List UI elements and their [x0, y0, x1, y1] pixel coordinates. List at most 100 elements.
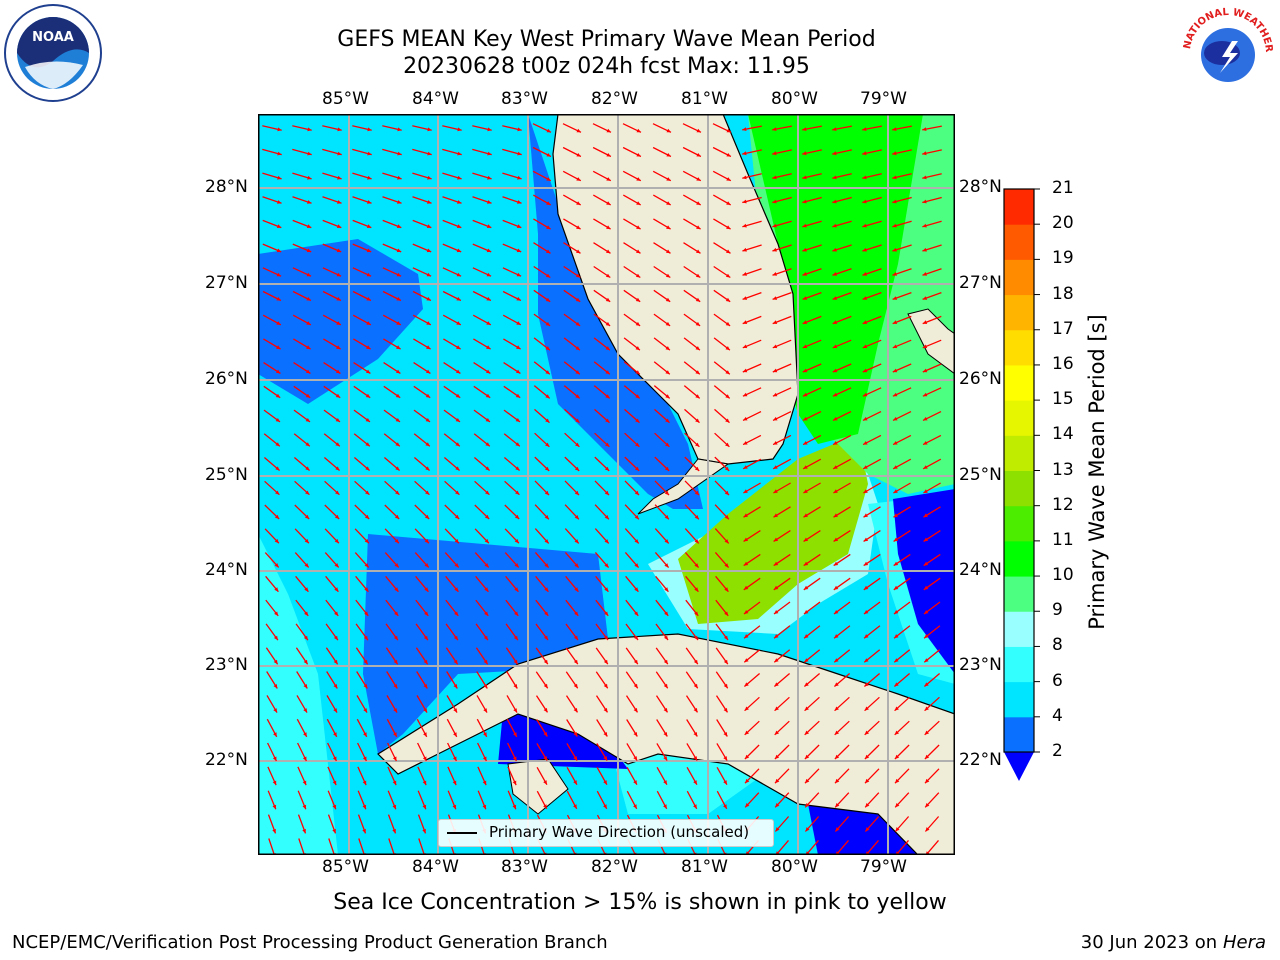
- colorbar-tick-label: 17: [1052, 318, 1074, 339]
- wave-direction-arrowhead: [274, 611, 279, 616]
- wave-direction-arrowhead: [892, 368, 898, 373]
- wave-direction-arrowhead: [604, 635, 608, 640]
- wave-direction-arrowhead: [803, 561, 809, 566]
- wave-direction-arrowhead: [923, 585, 929, 590]
- wave-direction-arrowhead: [744, 754, 750, 759]
- lat-label-left-26n: 26°N: [205, 369, 248, 389]
- lon-label-bottom-81w: 81°W: [681, 857, 728, 877]
- wave-direction-arrowhead: [332, 828, 336, 834]
- wave-direction-arrowhead: [484, 611, 489, 616]
- wave-direction-arrowhead: [862, 199, 867, 204]
- wave-direction-arrowhead: [635, 394, 640, 399]
- wave-direction-arrowhead: [742, 272, 747, 276]
- wave-direction-arrowhead: [303, 708, 307, 713]
- lon-label-bottom-79w: 79°W: [860, 857, 907, 877]
- wave-direction-arrowhead: [274, 514, 280, 519]
- wave-direction-arrowhead: [304, 587, 309, 592]
- wave-direction-arrowhead: [744, 634, 749, 639]
- wave-direction-arrowhead: [424, 514, 430, 519]
- wave-direction-arrowhead: [773, 537, 779, 542]
- lat-label-right-23n: 23°N: [959, 655, 1002, 675]
- wave-direction-arrowhead: [862, 127, 867, 131]
- wave-direction-arrowhead: [515, 393, 521, 398]
- wave-direction-arrowhead: [833, 465, 838, 469]
- wave-direction-arrowhead: [832, 344, 838, 349]
- wave-direction-arrowhead: [605, 297, 611, 302]
- wave-direction-arrowhead: [302, 780, 307, 786]
- wave-direction-arrowhead: [772, 320, 778, 324]
- wave-direction-arrowhead: [726, 128, 731, 133]
- colorbar-under-arrow: [1004, 752, 1034, 781]
- colorbar-tick-label: 8: [1052, 635, 1063, 656]
- wave-direction-arrowhead: [302, 828, 306, 834]
- wave-direction-arrowhead: [634, 635, 638, 640]
- wave-direction-arrowhead: [426, 369, 431, 374]
- wave-direction-arrowhead: [513, 732, 517, 737]
- wave-direction-arrowhead: [726, 201, 731, 205]
- colorbar-segment: [1004, 364, 1034, 401]
- wave-direction-arrowhead: [832, 320, 838, 324]
- lat-label-left-23n: 23°N: [205, 655, 248, 675]
- lat-label-right-27n: 27°N: [959, 273, 1002, 293]
- wave-direction-arrowhead: [517, 127, 522, 132]
- wave-direction-arrowhead: [273, 635, 278, 641]
- wave-direction-arrowhead: [362, 756, 367, 761]
- wave-direction-arrowhead: [694, 515, 699, 520]
- wave-direction-arrowhead: [366, 224, 372, 228]
- wave-direction-arrowhead: [803, 441, 808, 445]
- wave-direction-arrowhead: [922, 392, 928, 397]
- wave-direction-arrowhead: [633, 659, 638, 665]
- wave-direction-arrowhead: [455, 418, 460, 422]
- wave-direction-arrowhead: [832, 127, 837, 131]
- wave-direction-arrowhead: [487, 200, 492, 204]
- wave-direction-arrowhead: [544, 587, 549, 592]
- wave-direction-arrowhead: [665, 321, 671, 326]
- wave-direction-arrowhead: [603, 707, 608, 713]
- wave-direction-arrowhead: [606, 249, 611, 254]
- wave-direction-arrowhead: [742, 296, 748, 300]
- wave-direction-arrowhead: [576, 249, 581, 254]
- wave-direction-arrowhead: [394, 611, 399, 616]
- wave-direction-arrowhead: [574, 466, 580, 471]
- wave-direction-arrowhead: [304, 611, 309, 616]
- wave-direction-arrowhead: [725, 418, 730, 423]
- wave-direction-arrowhead: [633, 780, 637, 785]
- wave-direction-arrowhead: [603, 780, 607, 785]
- wave-direction-arrowhead: [486, 369, 491, 374]
- wave-direction-arrowhead: [773, 489, 778, 493]
- wave-direction-arrowhead: [772, 296, 778, 300]
- wave-direction-arrowhead: [574, 611, 579, 616]
- wave-direction-arrowhead: [393, 684, 398, 689]
- wave-direction-arrowhead: [424, 538, 429, 544]
- wave-direction-arrowhead: [924, 610, 929, 614]
- wave-direction-arrowhead: [696, 177, 701, 181]
- colorbar-segment: [1004, 294, 1034, 331]
- wave-direction-arrowhead: [336, 321, 341, 325]
- wave-direction-arrowhead: [333, 684, 338, 689]
- wave-direction-arrowhead: [576, 128, 581, 133]
- wave-direction-arrowhead: [453, 659, 458, 665]
- wave-direction-arrowhead: [742, 199, 747, 204]
- wave-direction-arrowhead: [724, 490, 729, 496]
- wave-direction-arrowhead: [694, 587, 699, 592]
- wave-direction-arrowhead: [864, 730, 869, 735]
- colorbar-segment: [1004, 646, 1034, 683]
- wave-direction-arrowhead: [454, 587, 459, 592]
- wave-direction-arrowhead: [364, 514, 370, 519]
- wave-direction-arrowhead: [515, 490, 520, 495]
- lon-label-top-82w: 82°W: [591, 89, 638, 109]
- wave-direction-arrowhead: [864, 658, 869, 663]
- wave-direction-arrowhead: [275, 466, 280, 471]
- wave-direction-arrowhead: [392, 780, 397, 786]
- wave-direction-arrowhead: [634, 515, 639, 520]
- wave-direction-arrowhead: [862, 368, 868, 373]
- lon-label-top-81w: 81°W: [681, 89, 728, 109]
- lat-label-right-22n: 22°N: [959, 750, 1002, 770]
- wave-direction-arrowhead: [396, 345, 401, 350]
- wave-direction-arrowhead: [636, 153, 641, 157]
- wave-direction-arrowhead: [306, 369, 311, 374]
- wave-direction-arrowhead: [664, 563, 669, 568]
- wave-direction-arrowhead: [693, 683, 698, 689]
- wave-direction-arrowhead: [863, 561, 869, 566]
- wave-direction-arrowhead: [805, 827, 810, 832]
